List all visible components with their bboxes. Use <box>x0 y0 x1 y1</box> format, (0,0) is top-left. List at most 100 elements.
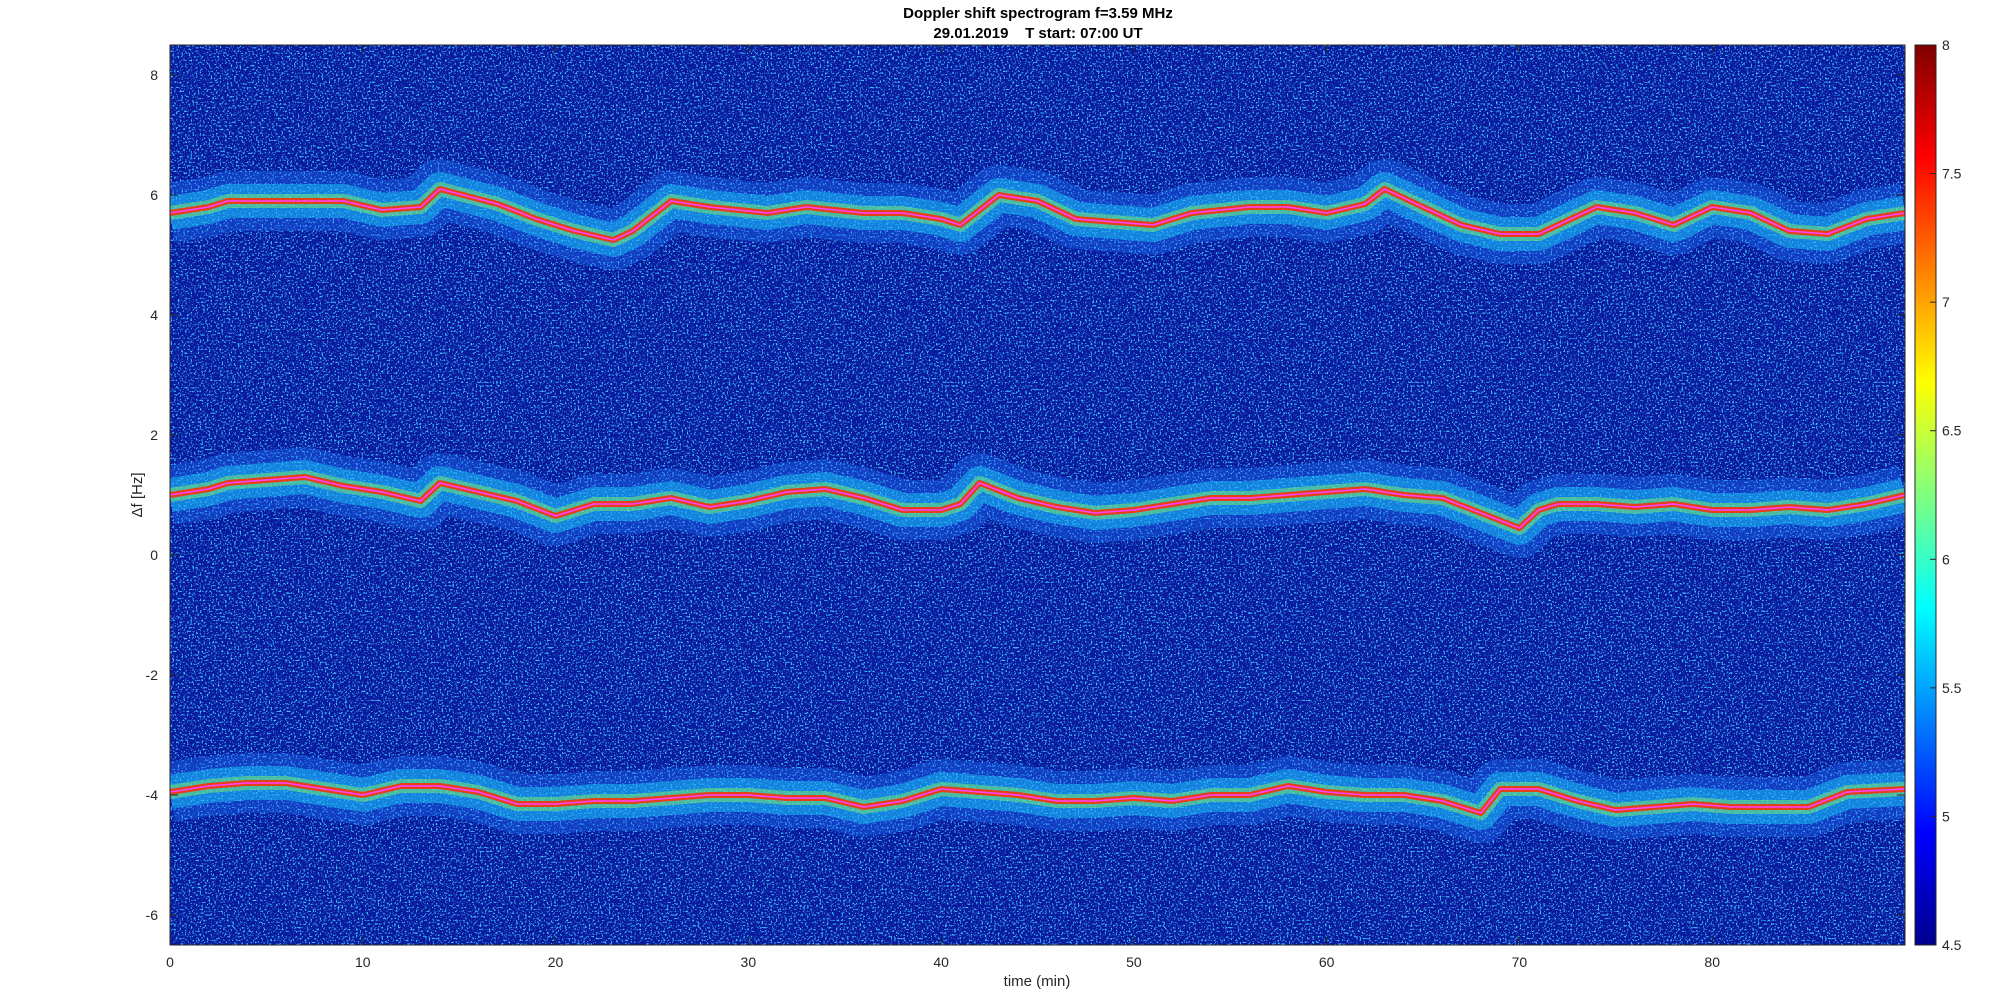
trace-point <box>342 200 345 202</box>
trace-point <box>1248 206 1251 208</box>
doppler-trace-2 <box>170 782 1905 814</box>
trace-point <box>1460 224 1463 226</box>
trace-point <box>1094 512 1097 514</box>
trace-point <box>978 791 981 793</box>
x-tick-label: 20 <box>548 954 564 970</box>
trace-point <box>1576 800 1579 802</box>
trace-point <box>554 803 557 805</box>
trace-point <box>207 488 210 490</box>
trace-point <box>1788 506 1791 508</box>
trace-point <box>805 206 808 208</box>
trace-point <box>1094 800 1097 802</box>
trace-point <box>940 509 943 511</box>
trace-point <box>1210 794 1212 796</box>
trace-point <box>863 212 865 214</box>
trace-point <box>1499 788 1502 790</box>
trace-point <box>631 800 634 802</box>
trace-point <box>959 503 962 505</box>
trace-point <box>593 800 596 802</box>
trace-point <box>978 482 981 484</box>
trace-point <box>1479 512 1482 514</box>
colorbar-tick-label: 4.5 <box>1942 937 1962 953</box>
trace-point <box>265 479 268 481</box>
trace-point <box>1113 221 1116 223</box>
trace-point <box>1075 218 1077 220</box>
trace-point <box>1711 509 1714 511</box>
colorbar-tick-label: 5 <box>1942 808 1950 824</box>
trace-point <box>1537 233 1540 235</box>
trace-point <box>1441 497 1444 499</box>
trace-point <box>516 803 518 805</box>
trace-point <box>1749 212 1752 214</box>
trace-point <box>940 218 943 220</box>
trace-point <box>535 218 538 220</box>
trace-point <box>631 230 634 232</box>
colorbar-tick-label: 7 <box>1942 294 1950 310</box>
trace-point <box>1422 206 1424 208</box>
trace-point <box>304 476 306 478</box>
trace-point <box>1325 791 1328 793</box>
trace-point <box>207 206 210 208</box>
trace-point <box>1653 806 1656 808</box>
colorbar-tick-label: 6 <box>1942 551 1950 567</box>
trace-point <box>670 497 673 499</box>
y-tick-label: 4 <box>150 307 158 323</box>
trace-point <box>1826 233 1829 235</box>
chart-subtitle: 29.01.2019 T start: 07:00 UT <box>933 25 1142 42</box>
trace-point <box>631 503 634 505</box>
colorbar-ticks: 4.5 5 5.5 6 6.5 7 7.5 8 <box>1930 37 1962 953</box>
colorbar-tick-label: 6.5 <box>1942 423 1962 439</box>
trace-point <box>1036 200 1039 202</box>
trace-point <box>226 482 229 484</box>
trace-point <box>1171 503 1174 505</box>
trace-point <box>1325 491 1328 493</box>
trace-point <box>940 788 943 790</box>
trace-point <box>246 782 249 784</box>
trace-point <box>785 491 788 493</box>
trace-point <box>1364 794 1367 796</box>
trace-point <box>1595 206 1598 208</box>
trace-point <box>670 200 673 202</box>
x-tick-label: 10 <box>355 954 371 970</box>
trace-point <box>1518 527 1521 529</box>
colorbar-tick-label: 8 <box>1942 37 1950 53</box>
trace-point <box>593 503 596 505</box>
trace-point <box>1711 206 1714 208</box>
trace-point <box>1441 800 1444 802</box>
trace-point <box>477 491 480 493</box>
trace-point <box>1383 188 1386 190</box>
x-tick-label: 0 <box>166 954 174 970</box>
trace-point <box>1730 806 1733 808</box>
trace-point <box>1017 794 1020 796</box>
trace-point <box>901 212 904 214</box>
trace-point <box>998 194 1000 196</box>
trace-point <box>1499 233 1502 235</box>
trace-point <box>1692 803 1694 805</box>
x-tick-label: 50 <box>1126 954 1142 970</box>
trace-point <box>1634 506 1637 508</box>
trace-point <box>901 800 904 802</box>
trace-point <box>1364 203 1367 205</box>
colorbar-tick-label: 7.5 <box>1942 166 1962 182</box>
x-tick-label: 40 <box>933 954 949 970</box>
trace-point <box>708 206 711 208</box>
trace-point <box>708 506 711 508</box>
trace-point <box>207 785 210 787</box>
x-tick-label: 30 <box>741 954 757 970</box>
trace-point <box>1190 212 1193 214</box>
trace-point <box>1557 224 1559 226</box>
x-axis-label: time (min) <box>1004 973 1071 990</box>
trace-point <box>824 797 827 799</box>
chart-title: Doppler shift spectrogram f=3.59 MHz <box>903 5 1173 22</box>
y-tick-label: 6 <box>150 187 158 203</box>
y-tick-label: -6 <box>146 907 159 923</box>
trace-point <box>670 797 673 799</box>
x-tick-label: 70 <box>1512 954 1528 970</box>
trace-point <box>419 500 422 502</box>
trace-point <box>1634 212 1637 214</box>
trace-point <box>1826 509 1829 511</box>
trace-point <box>863 806 865 808</box>
y-tick-label: -4 <box>146 787 159 803</box>
trace-point <box>1248 794 1251 796</box>
